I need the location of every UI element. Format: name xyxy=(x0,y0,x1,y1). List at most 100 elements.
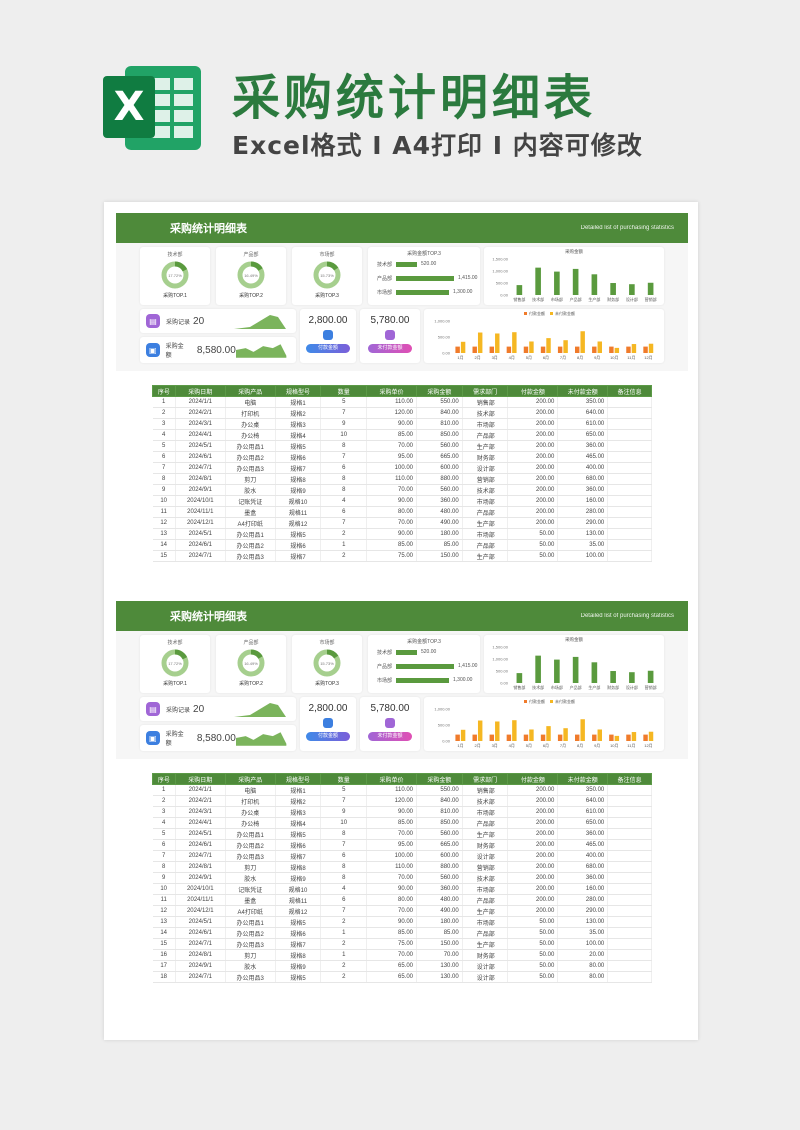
unpaid-bar xyxy=(580,719,585,741)
table-cell: 200.00 xyxy=(507,817,559,829)
table-cell: 6 xyxy=(320,894,368,906)
table-cell: 3 xyxy=(152,806,176,818)
x-tick-label: 技术部 xyxy=(532,296,544,302)
table-cell: 8 xyxy=(320,861,368,873)
table-cell: 办公用品3 xyxy=(225,550,276,562)
top3-bar xyxy=(396,649,417,655)
table-header-cell: 付款金额 xyxy=(507,773,559,785)
table-cell: 150.00 xyxy=(416,550,463,562)
table-cell: 70.00 xyxy=(366,484,417,496)
table-cell: 2024/4/1 xyxy=(175,817,226,829)
x-tick-label: 市场部 xyxy=(551,296,563,302)
table-cell: 1 xyxy=(152,784,176,796)
table-cell: 7 xyxy=(320,407,368,419)
table-cell: 400.00 xyxy=(557,462,609,474)
monthly-chart-card: 付款金额 未付款金额 1,000.00 500.00 0.00 1月 2月 3月 4月 5月 6月 7… xyxy=(424,697,664,751)
paid-badge: 付款金额 xyxy=(306,344,350,353)
table-cell: 规格2 xyxy=(275,795,322,807)
table-cell: 70.00 xyxy=(366,828,417,840)
table-cell xyxy=(607,872,652,884)
table-cell: 规格4 xyxy=(275,817,322,829)
table-cell: 产品部 xyxy=(462,539,509,551)
x-tick-label: 1月 xyxy=(457,743,463,748)
table-cell: 财务部 xyxy=(462,839,509,851)
table-cell: 200.00 xyxy=(507,396,559,408)
monthly-chart-card: 付款金额 未付款金额 1,000.00 500.00 0.00 1月 2月 3月 4月 5月 6月 7… xyxy=(424,309,664,363)
x-tick-label: 6月 xyxy=(543,355,549,360)
table-cell: 18 xyxy=(152,971,176,983)
unpaid-bar xyxy=(648,731,654,741)
table-cell: 840.00 xyxy=(416,407,463,419)
table-cell: 70.00 xyxy=(366,949,417,961)
table-cell: 营销部 xyxy=(462,473,509,485)
unpaid-bar xyxy=(495,333,500,353)
table-cell: 墨盒 xyxy=(225,506,276,518)
paid-bar xyxy=(540,346,546,353)
table-cell: 11 xyxy=(152,506,176,518)
table-cell: 技术部 xyxy=(462,872,509,884)
table-cell: 650.00 xyxy=(557,817,609,829)
table-cell: 市场部 xyxy=(462,528,509,540)
table-cell: 110.00 xyxy=(366,396,417,408)
table-cell: 剪刀 xyxy=(225,473,276,485)
table-header-cell: 付款金额 xyxy=(507,385,559,397)
donut-pct: 17.72% xyxy=(168,273,182,278)
table-cell: 2 xyxy=(152,795,176,807)
table-cell: 规格7 xyxy=(275,850,322,862)
table-cell: 9 xyxy=(320,418,368,430)
paid-bar xyxy=(575,346,580,353)
donut-dept: 市场部 xyxy=(319,640,335,646)
table-cell: 180.00 xyxy=(416,916,463,928)
paid-bar xyxy=(506,734,512,741)
table-cell: 2024/7/1 xyxy=(175,938,226,950)
table-cell: 5 xyxy=(320,784,368,796)
table-row: 3 2024/3/1 办公桌 规格3 9 90.00 810.00 市场部 200.00 610.… xyxy=(152,806,652,818)
paid-bar xyxy=(489,346,495,353)
table-cell: 20.00 xyxy=(557,949,609,961)
table-cell: 13 xyxy=(152,916,176,928)
legend-swatch xyxy=(550,700,553,703)
table-row: 4 2024/4/1 办公椅 规格4 10 85.00 850.00 产品部 200.00 650… xyxy=(152,817,652,829)
table-cell: 665.00 xyxy=(416,839,463,851)
donut-dept: 产品部 xyxy=(243,252,259,258)
dept-bar xyxy=(629,672,635,683)
paid-bar xyxy=(489,734,495,741)
table-cell: 880.00 xyxy=(416,473,463,485)
records-value: 20 xyxy=(193,315,205,327)
table-header-cell: 序号 xyxy=(152,773,176,785)
table-row: 2 2024/2/1 打印机 规格2 7 120.00 840.00 技术部 200.00 640… xyxy=(152,795,652,807)
table-cell: 85.00 xyxy=(416,539,463,551)
x-tick-label: 7月 xyxy=(560,743,566,748)
table-cell: 200.00 xyxy=(507,451,559,463)
amount-card: ▣ 采购金额 8,580.00 xyxy=(140,337,296,363)
table-cell: 10 xyxy=(152,883,176,895)
dept-bar-chart-card: 采购金额 1,500.00 1,000.00 500.00 0.00 销售部 技术部 市场部 产… xyxy=(484,635,664,693)
table-cell xyxy=(607,539,652,551)
table-cell: 销售部 xyxy=(462,784,509,796)
top3-value: 1,300.00 xyxy=(453,677,473,683)
table-cell: 规格9 xyxy=(275,960,322,972)
table-cell: 400.00 xyxy=(557,850,609,862)
table-cell: 350.00 xyxy=(557,784,609,796)
paid-bar xyxy=(523,734,529,741)
x-tick-label: 11月 xyxy=(627,355,635,360)
dept-bar xyxy=(516,673,523,683)
table-cell: 市场部 xyxy=(462,418,509,430)
table-cell: 5 xyxy=(152,828,176,840)
y-tick-label: 0.00 xyxy=(442,351,451,356)
table-cell xyxy=(607,905,652,917)
table-cell: 12 xyxy=(152,905,176,917)
table-header-cell: 数量 xyxy=(320,385,368,397)
top3-bar xyxy=(396,275,454,281)
x-tick-label: 8月 xyxy=(577,743,583,748)
section-banner: 采购统计明细表 Detailed list of purchasing stati… xyxy=(116,213,688,243)
table-cell: 600.00 xyxy=(416,462,463,474)
table-cell xyxy=(607,429,652,441)
y-tick-label: 0.00 xyxy=(500,293,509,298)
table-cell: 85.00 xyxy=(366,429,417,441)
table-cell: 2024/6/1 xyxy=(175,839,226,851)
table-cell: 50.00 xyxy=(507,550,559,562)
legend-label: 付款金额 xyxy=(529,698,545,704)
table-row: 3 2024/3/1 办公桌 规格3 9 90.00 810.00 市场部 200.00 610.… xyxy=(152,418,652,430)
table-row: 7 2024/7/1 办公用品3 规格7 6 100.00 600.00 设计部 200.00 4… xyxy=(152,462,652,474)
